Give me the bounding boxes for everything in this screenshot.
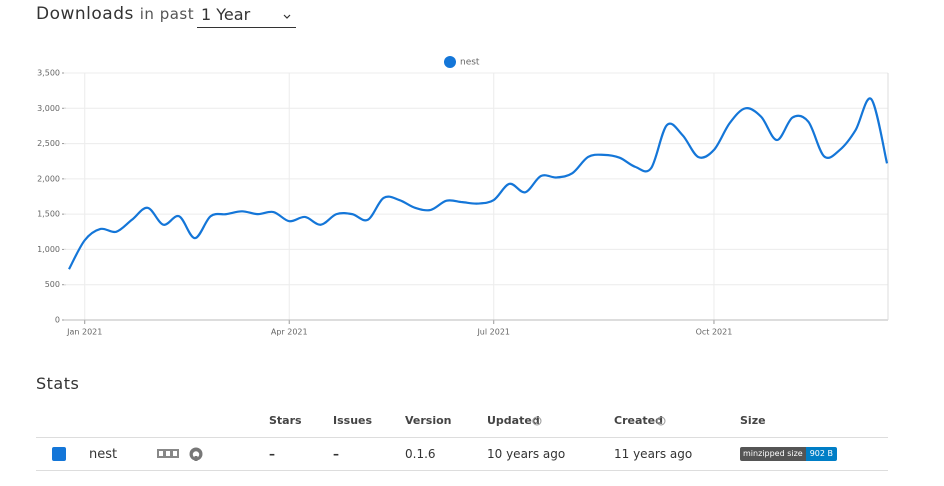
y-tick-label: 1,000 bbox=[37, 245, 60, 254]
legend-marker bbox=[444, 56, 456, 68]
x-tick-label: Apr 2021 bbox=[271, 328, 308, 337]
header: Downloads in past bbox=[36, 4, 194, 24]
x-tick-label: Jul 2021 bbox=[476, 328, 510, 337]
badge-value: 902 B bbox=[805, 447, 838, 461]
chart: 0 500 1,000 1,500 2,000 2,500 3,000 3,500 Jan 20… bbox=[37, 56, 889, 337]
color-swatch[interactable] bbox=[52, 447, 66, 461]
table-rule bbox=[36, 437, 888, 438]
badge-label: minzipped size bbox=[740, 447, 806, 461]
size-badge[interactable]: minzipped size 902 B bbox=[740, 447, 838, 461]
y-tick-label: 2,500 bbox=[37, 139, 60, 148]
y-tick-label: 3,500 bbox=[37, 69, 60, 78]
created: 11 years ago bbox=[614, 447, 693, 461]
help-icon[interactable] bbox=[656, 416, 666, 426]
col-header: Version bbox=[405, 414, 452, 427]
y-tick-label: 2,000 bbox=[37, 174, 60, 183]
legend-label: nest bbox=[460, 58, 480, 68]
y-tick-label: 500 bbox=[45, 280, 60, 289]
col-header: Stars bbox=[269, 414, 302, 427]
series-line bbox=[68, 97, 889, 270]
y-tick-label: 1,500 bbox=[37, 210, 60, 219]
y-tick-label: 3,000 bbox=[37, 104, 60, 113]
package-name[interactable]: nest bbox=[89, 447, 118, 462]
header-in-past: in past bbox=[139, 5, 195, 23]
version: 0.1.6 bbox=[405, 447, 436, 461]
x-tick-label: Oct 2021 bbox=[696, 328, 733, 337]
npm-icon[interactable] bbox=[157, 449, 179, 458]
col-header: Created bbox=[614, 414, 663, 427]
col-header: Updated bbox=[487, 414, 540, 427]
col-header: Issues bbox=[333, 414, 373, 427]
github-icon[interactable] bbox=[189, 447, 203, 461]
stats-title: Stats bbox=[36, 374, 80, 393]
header-title: Downloads bbox=[36, 4, 134, 24]
issues: – bbox=[333, 447, 339, 461]
stars: – bbox=[269, 447, 275, 461]
col-header: Size bbox=[740, 414, 766, 427]
chevron bbox=[283, 14, 291, 19]
help-icon[interactable] bbox=[532, 416, 542, 426]
period-value: 1 Year bbox=[201, 5, 251, 24]
table-rule bbox=[36, 470, 888, 471]
period-select[interactable]: 1 Year bbox=[197, 5, 296, 28]
x-tick-label: Jan 2021 bbox=[66, 328, 102, 337]
y-tick-label: 0 bbox=[55, 316, 60, 325]
updated: 10 years ago bbox=[487, 447, 566, 461]
